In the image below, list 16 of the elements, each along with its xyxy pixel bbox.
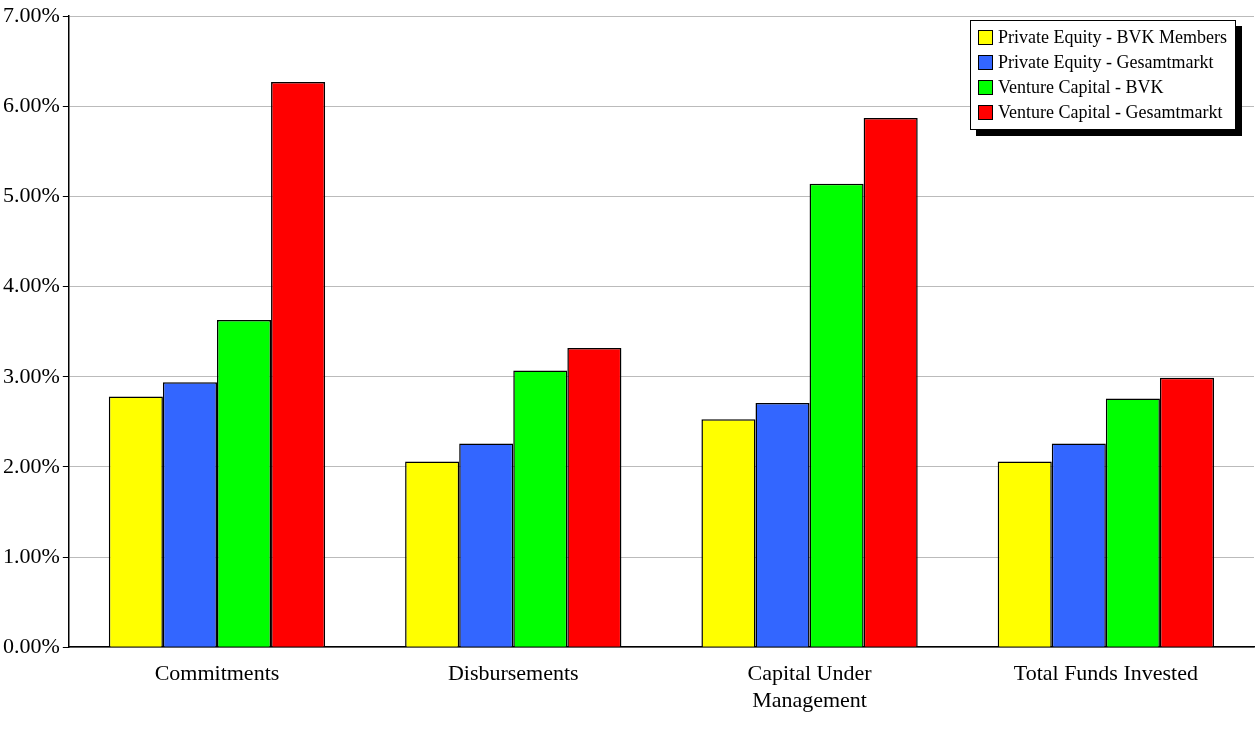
x-tick-label: Commitments — [154, 660, 280, 686]
x-tick-label: Total Funds Invested — [1013, 660, 1198, 686]
y-tick-label: 4.00% — [3, 272, 60, 298]
legend-label: Private Equity - BVK Members — [998, 26, 1227, 50]
y-tick-label: 0.00% — [3, 632, 60, 658]
y-tick-label: 2.00% — [3, 452, 60, 478]
legend-label: Venture Capital - BVK — [998, 76, 1164, 100]
y-tick-label: 5.00% — [3, 182, 60, 208]
y-tick-label: 7.00% — [3, 1, 60, 27]
y-tick-label: 6.00% — [3, 92, 60, 118]
y-tick-label: 1.00% — [3, 542, 60, 568]
x-tick-label: Disbursements — [447, 660, 579, 686]
legend-label: Venture Capital - Gesamtmarkt — [998, 101, 1223, 125]
x-tick-label: Capital Under Management — [747, 660, 873, 712]
y-tick-label: 3.00% — [3, 362, 60, 388]
legend-label: Private Equity - Gesamtmarkt — [998, 51, 1214, 75]
